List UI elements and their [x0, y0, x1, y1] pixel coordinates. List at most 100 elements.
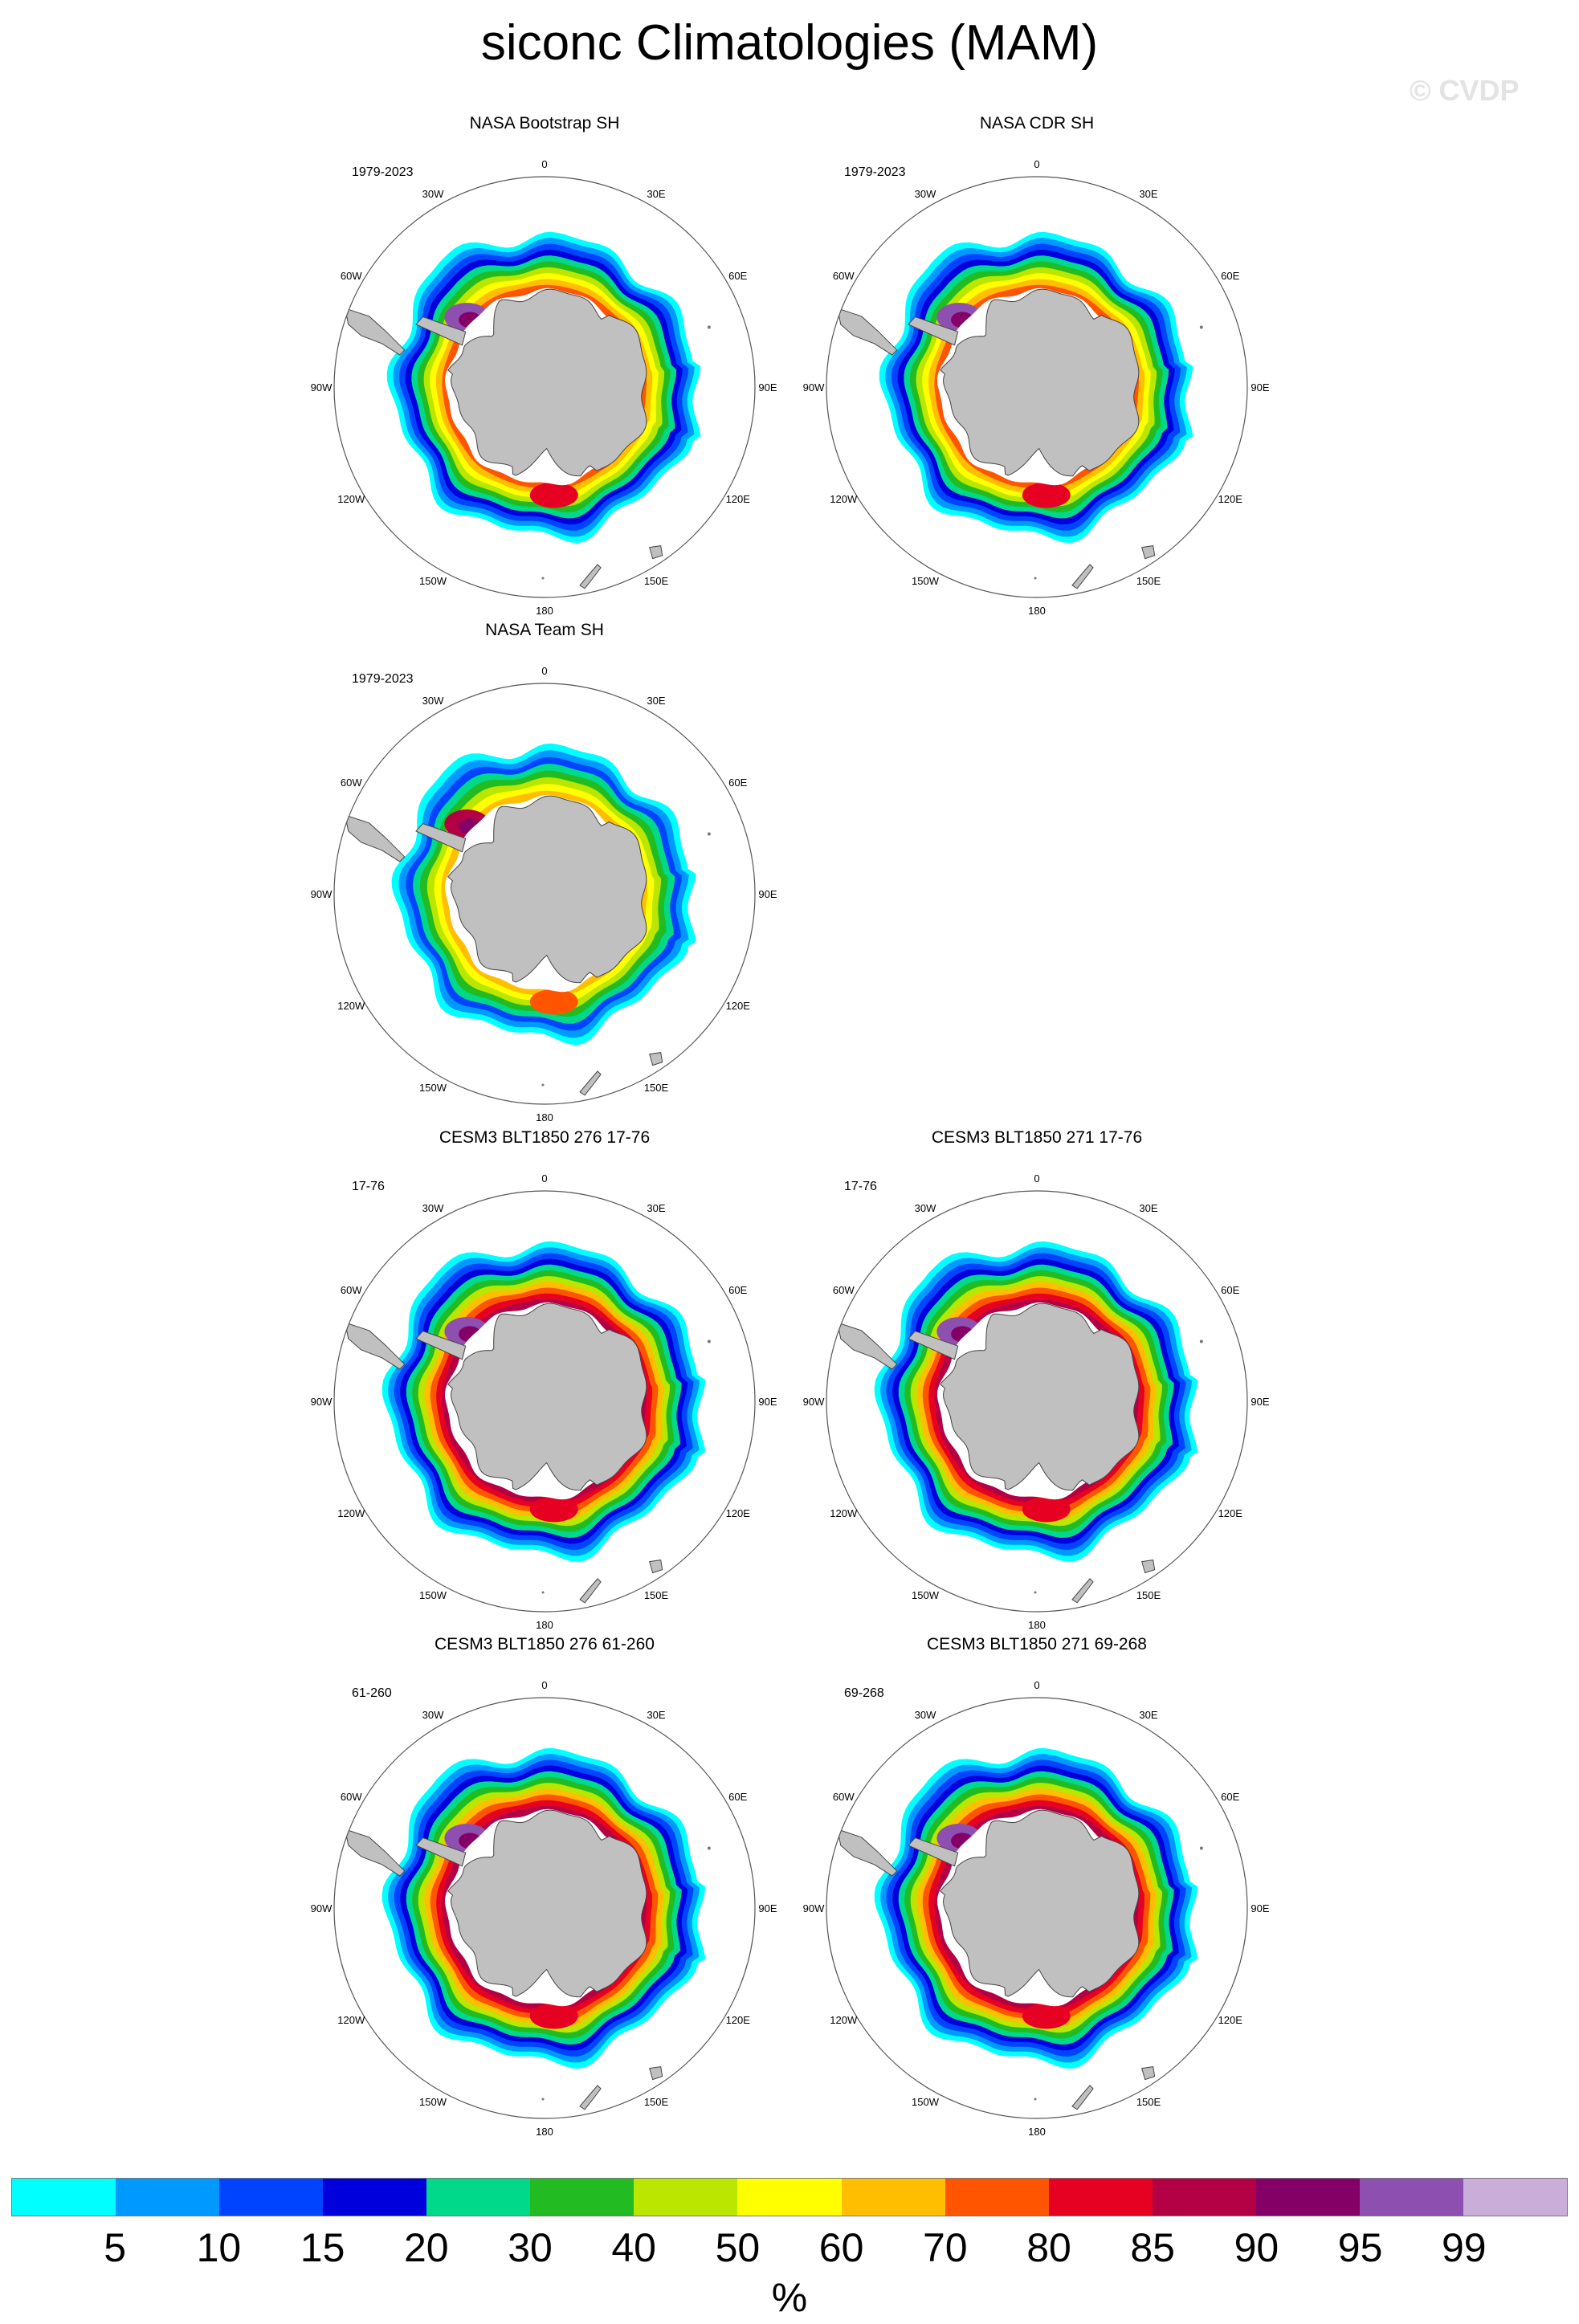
antarctic-peninsula: [415, 316, 467, 346]
map-boundary: [826, 1190, 1248, 1613]
longitude-label: 90W: [803, 1396, 825, 1408]
colorbar-box: [323, 2179, 427, 2216]
south-america-landmass: [345, 814, 406, 862]
colorbar-box: [841, 2179, 945, 2216]
south-america-landmass: [345, 1829, 406, 1877]
longitude-label: 90W: [311, 888, 333, 900]
colorbar-label: 40: [611, 2225, 656, 2270]
longitude-label: 120E: [726, 2014, 751, 2026]
new-zealand-landmass: [579, 1578, 602, 1604]
longitude-label: 150E: [1136, 2096, 1161, 2108]
longitude-label: 60E: [728, 270, 747, 282]
colorbar-box: [219, 2179, 324, 2216]
longitude-label: 150E: [644, 575, 669, 587]
watermark: © CVDP: [1410, 74, 1520, 107]
antarctic-peninsula: [908, 1330, 959, 1360]
panel-years: 69-268: [844, 1686, 884, 1700]
south-america-landmass: [837, 1322, 898, 1370]
new-zealand-landmass: [1071, 2085, 1094, 2110]
south-america-landmass: [837, 308, 898, 356]
macquarie-island: [541, 1083, 545, 1087]
longitude-label: 30E: [647, 1709, 665, 1721]
new-zealand-landmass: [579, 2085, 602, 2110]
longitude-label: 180: [1028, 605, 1046, 617]
longitude-label: 90E: [758, 1902, 777, 1914]
longitude-label: 30W: [915, 188, 936, 200]
macquarie-island: [541, 577, 545, 580]
longitude-label: 120W: [337, 1000, 365, 1012]
tasmania-landmass: [649, 1052, 663, 1066]
map-boundary: [826, 1697, 1248, 2119]
colorbar-label: 10: [196, 2225, 242, 2270]
panel-title: CESM3 BLT1850 271 69-268: [927, 1635, 1147, 1653]
macquarie-island: [541, 1591, 545, 1594]
map-panel-nasa-cdr: 0 30E 60E 90E 120E 150E 180 150W 120W 90W 60W 30W N…: [788, 114, 1286, 617]
map-panel-cesm3-271-69-268: 0 30E 60E 90E 120E 150E 180 150W 120W 90W 60W 30W C…: [788, 1635, 1286, 2138]
map-boundary: [333, 176, 756, 598]
longitude-label: 120E: [1218, 1507, 1243, 1519]
antarctica-landmass: [940, 1809, 1140, 1998]
colorbar-box: [945, 2179, 1049, 2216]
longitude-label: 150E: [644, 1082, 669, 1094]
tasmania-landmass: [649, 545, 663, 560]
antarctica-landmass: [447, 288, 647, 477]
colorbar-label: 50: [715, 2225, 761, 2270]
macquarie-island: [541, 2098, 545, 2101]
longitude-label: 60W: [341, 777, 362, 789]
tasmania-landmass: [1141, 545, 1156, 560]
longitude-label: 30E: [1139, 1202, 1157, 1214]
colorbar-label: 80: [1026, 2225, 1071, 2270]
longitude-label: 30E: [1139, 188, 1157, 200]
polar-map: 0 30E 60E 90E 120E 150E 180 150W 120W 90W 60W 30W: [311, 1679, 777, 2138]
longitude-label: 150W: [912, 2096, 940, 2108]
ross-ice-patch: [529, 2003, 578, 2029]
longitude-label: 30E: [1139, 1709, 1157, 1721]
map-boundary: [333, 683, 756, 1105]
kerguelen-island: [1199, 1846, 1203, 1850]
panel-title: CESM3 BLT1850 276 61-260: [435, 1635, 655, 1653]
colorbar-box: [1048, 2179, 1153, 2216]
south-america-landmass: [837, 1829, 898, 1877]
antarctic-peninsula: [415, 1837, 467, 1867]
longitude-label: 120W: [337, 1507, 365, 1519]
longitude-label: 90E: [758, 888, 777, 900]
longitude-label: 120W: [830, 493, 858, 505]
longitude-label: 0: [541, 1679, 547, 1691]
colorbar-box: [12, 2179, 116, 2216]
ross-ice-patch: [1022, 482, 1071, 508]
panel-title: NASA CDR SH: [979, 114, 1095, 133]
longitude-label: 60W: [833, 1284, 855, 1296]
colorbar-label: 85: [1130, 2225, 1175, 2270]
longitude-label: 60E: [728, 1284, 747, 1296]
macquarie-island: [1034, 2098, 1037, 2101]
longitude-label: 120E: [726, 1000, 751, 1012]
colorbar-label: 30: [508, 2225, 553, 2270]
panel-years: 1979-2023: [844, 165, 906, 179]
polar-map: 0 30E 60E 90E 120E 150E 180 150W 120W 90W 60W 30W: [803, 158, 1270, 617]
colorbar-label: 60: [818, 2225, 864, 2270]
longitude-label: 150W: [419, 1082, 447, 1094]
macquarie-island: [1034, 577, 1037, 580]
kerguelen-island: [707, 1339, 711, 1343]
longitude-label: 120E: [726, 1507, 751, 1519]
longitude-label: 150W: [419, 575, 447, 587]
new-zealand-landmass: [1071, 1578, 1094, 1604]
panel-years: 61-260: [352, 1686, 392, 1700]
macquarie-island: [1034, 1591, 1037, 1594]
longitude-label: 120E: [1218, 2014, 1243, 2026]
longitude-label: 180: [1028, 2126, 1046, 2138]
map-panel-nasa-bootstrap: 0 30E 60E 90E 120E 150E 180 150W 120W 90W 60W 30W N…: [296, 114, 794, 617]
map-panel-cesm3-271-17-76: 0 30E 60E 90E 120E 150E 180 150W 120W 90W 60W 30W C…: [788, 1128, 1286, 1631]
south-america-landmass: [345, 1322, 406, 1370]
antarctic-peninsula: [908, 316, 959, 346]
kerguelen-island: [707, 325, 711, 329]
colorbar-box: [116, 2179, 220, 2216]
longitude-label: 150E: [1136, 575, 1161, 587]
longitude-label: 90W: [311, 1902, 333, 1914]
longitude-label: 150W: [912, 575, 940, 587]
longitude-label: 120E: [726, 493, 751, 505]
new-zealand-landmass: [579, 564, 602, 589]
longitude-label: 180: [536, 1111, 553, 1123]
antarctic-peninsula: [908, 1837, 959, 1867]
polar-map: 0 30E 60E 90E 120E 150E 180 150W 120W 90W 60W 30W: [311, 665, 777, 1123]
